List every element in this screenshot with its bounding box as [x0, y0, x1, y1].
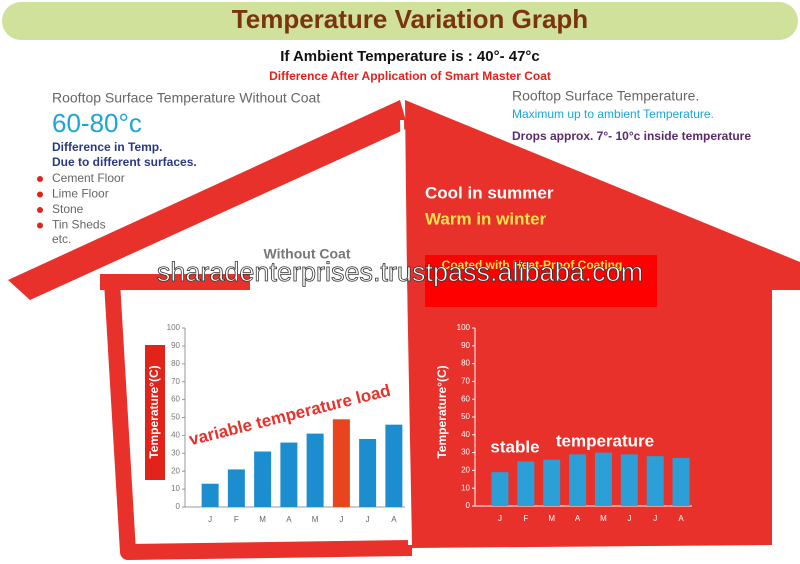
x-tick-label: J	[366, 515, 370, 524]
bar	[306, 433, 324, 507]
y-tick-label: 80	[171, 359, 180, 368]
bar	[672, 457, 690, 506]
bar	[385, 424, 403, 507]
surface: Cement Floor	[52, 171, 125, 185]
title-banner	[2, 2, 798, 40]
y-tick-label: 80	[461, 359, 470, 368]
y-tick-label: 90	[171, 341, 180, 350]
chart-title: Coated with Heat-Proof Coating	[442, 258, 623, 272]
bar	[620, 454, 638, 506]
y-axis-label: Temperature°(C)	[147, 365, 161, 458]
y-tick-label: 50	[461, 412, 470, 421]
bullet	[37, 222, 43, 229]
surface: Lime Floor	[52, 187, 109, 201]
bar	[491, 472, 509, 506]
right-line: Drops approx. 7°- 10°c inside temperatur…	[512, 129, 751, 143]
y-tick-label: 100	[167, 323, 181, 332]
x-tick-label: A	[678, 514, 684, 523]
bullet	[37, 191, 43, 198]
y-tick-label: 60	[171, 395, 180, 404]
info-line: Due to different surfaces.	[52, 155, 197, 169]
y-tick-label: 0	[466, 501, 471, 510]
y-tick-label: 70	[171, 377, 180, 386]
x-tick-label: J	[627, 514, 631, 523]
house-right	[405, 100, 800, 548]
note: Difference After Application of Smart Ma…	[269, 69, 551, 83]
x-tick-label: J	[653, 514, 657, 523]
y-tick-label: 40	[461, 430, 470, 439]
x-tick-label: J	[498, 514, 502, 523]
watermark: sharadenterprises.trustpass.alibaba.com	[157, 257, 643, 287]
y-tick-label: 100	[457, 323, 471, 332]
y-tick-label: 20	[171, 466, 180, 475]
bar	[201, 483, 219, 507]
left-heading: Rooftop Surface Temperature Without Coat	[52, 90, 320, 106]
x-tick-label: J	[339, 515, 343, 524]
surface: Tin Sheds	[52, 218, 106, 232]
y-tick-label: 10	[461, 483, 470, 492]
x-tick-label: A	[286, 515, 292, 524]
surface: Stone	[52, 202, 84, 216]
bar	[359, 438, 377, 507]
y-tick-label: 30	[171, 448, 180, 457]
info-line: Difference in Temp.	[52, 140, 162, 154]
right-heading: Rooftop Surface Temperature.	[512, 88, 699, 104]
y-tick-label: 0	[176, 502, 181, 511]
divider	[400, 119, 412, 546]
bar	[594, 452, 612, 506]
y-tick-label: 40	[171, 431, 180, 440]
y-tick-label: 50	[171, 413, 180, 422]
y-tick-label: 20	[461, 466, 470, 475]
warm: Warm in winter	[425, 209, 547, 228]
y-label-bg	[145, 345, 165, 480]
x-tick-label: A	[391, 515, 397, 524]
x-tick-label: M	[548, 514, 555, 523]
annotation: stable	[490, 437, 539, 456]
y-tick-label: 30	[461, 448, 470, 457]
x-tick-label: M	[259, 515, 266, 524]
chart-title: Without Coat	[264, 246, 351, 262]
x-tick-label: F	[523, 514, 528, 523]
bar	[543, 459, 561, 506]
house-outline	[100, 274, 413, 560]
bar	[646, 456, 664, 506]
x-tick-label: M	[312, 515, 319, 524]
bar	[569, 454, 587, 506]
x-tick-label: J	[208, 515, 212, 524]
right-line: Maximum up to ambient Temperature.	[512, 107, 714, 121]
y-tick-label: 10	[171, 484, 180, 493]
y-axis-label: Temperature°(C)	[435, 365, 449, 458]
y-tick-label: 70	[461, 377, 470, 386]
bar	[254, 451, 272, 507]
bullet	[37, 176, 43, 182]
x-tick-label: F	[234, 515, 239, 524]
annotation: temperature	[556, 431, 654, 450]
subtitle: If Ambient Temperature is : 40°- 47°c	[280, 48, 540, 65]
y-tick-label: 60	[461, 394, 470, 403]
bar	[517, 461, 535, 506]
bar	[227, 469, 245, 507]
bullet	[37, 207, 43, 213]
y-tick-label: 90	[461, 341, 470, 350]
title-box	[425, 255, 657, 307]
x-tick-label: M	[600, 514, 607, 523]
bar	[280, 442, 298, 507]
title: Temperature Variation Graph	[232, 4, 588, 34]
roof-left	[8, 100, 408, 300]
etc: etc.	[52, 232, 71, 246]
range: 60-80°c	[52, 108, 142, 138]
cool: Cool in summer	[425, 183, 554, 202]
bar	[332, 419, 350, 507]
x-tick-label: A	[575, 514, 581, 523]
